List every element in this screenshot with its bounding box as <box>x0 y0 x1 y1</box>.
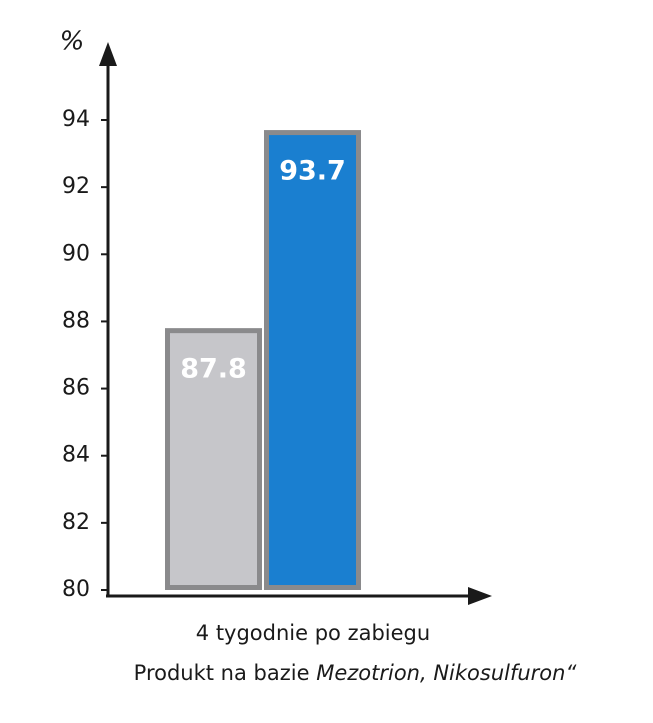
y-tick-label: 80 <box>62 577 90 602</box>
y-tick-label: 94 <box>62 107 90 132</box>
data-label: 87.8 <box>180 354 247 385</box>
y-axis-label: % <box>60 27 85 57</box>
bar <box>264 130 361 590</box>
caption-part: Produkt na bazie <box>134 661 310 685</box>
y-tick-label: 82 <box>62 510 90 535</box>
caption-part: Mezotrion, Nikosulfuron“ <box>316 661 576 685</box>
caption: Produkt na bazie Mezotrion, Nikosulfuron… <box>134 661 577 685</box>
y-axis-arrow <box>99 42 117 66</box>
y-tick-label: 92 <box>62 174 90 199</box>
data-label: 93.7 <box>279 156 346 187</box>
y-tick-label: 84 <box>62 443 90 468</box>
y-tick-label: 90 <box>62 241 90 266</box>
y-tick-label: 88 <box>62 308 90 333</box>
bar <box>165 328 262 590</box>
y-tick-label: 86 <box>62 376 90 401</box>
x-tick-label: 4 tygodnie po zabiegu <box>196 621 430 645</box>
x-axis-arrow <box>468 587 492 605</box>
